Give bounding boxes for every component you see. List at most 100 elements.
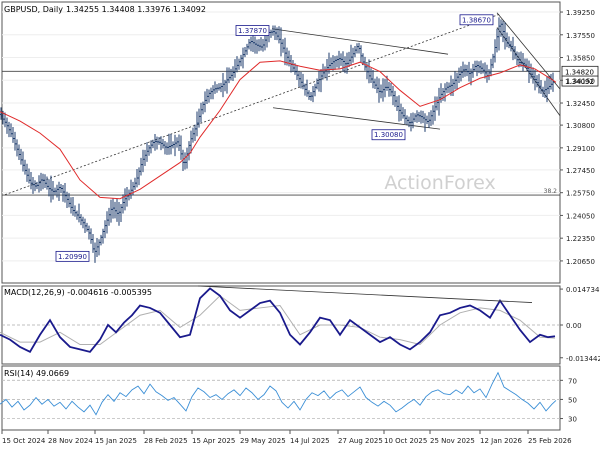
price-bar (142, 149, 144, 173)
price-bar (108, 207, 110, 226)
price-bar (236, 56, 238, 73)
date-tick-label: 28 Nov 2024 (48, 437, 93, 445)
price-bar (48, 179, 50, 197)
price-bar (68, 193, 70, 208)
trendline (272, 107, 441, 130)
price-bar (42, 173, 44, 190)
price-bar (192, 127, 194, 143)
price-bar (496, 28, 498, 53)
price-bar (500, 19, 502, 37)
price-bar (152, 139, 154, 149)
watermark: ActionForex (384, 172, 495, 194)
date-axis: 15 Oct 2024 28 Nov 2024 15 Jan 2025 28 Feb … (1, 430, 572, 445)
price-bar (242, 47, 244, 69)
price-bar (426, 115, 428, 125)
date-tick-label: 12 Jan 2026 (480, 437, 523, 445)
price-tick-label: 1.37550 (566, 32, 595, 40)
price-bar (356, 43, 358, 54)
price-bar (370, 68, 372, 83)
price-bar (130, 179, 132, 199)
price-bar (14, 131, 16, 151)
price-bar (398, 95, 400, 122)
price-bar (502, 20, 504, 43)
price-bar (284, 37, 286, 66)
price-bar (432, 105, 434, 125)
price-bar (448, 82, 450, 93)
price-bar (274, 25, 276, 40)
price-bar (220, 82, 222, 93)
macd-trendline (197, 285, 533, 303)
price-bar (540, 80, 542, 94)
price-bar (164, 141, 166, 155)
price-bar (312, 85, 314, 103)
price-bar (44, 174, 46, 189)
price-bar (248, 38, 250, 50)
price-bar (154, 133, 156, 151)
price-bar (548, 76, 550, 94)
price-bar (190, 130, 192, 154)
price-bar (510, 40, 512, 52)
price-bar (138, 167, 140, 186)
price-tick-label: 1.29100 (566, 145, 595, 153)
price-bar (304, 83, 306, 96)
price-bar (64, 182, 66, 203)
price-bar (28, 168, 30, 184)
price-bar (136, 168, 138, 188)
price-bar (328, 52, 330, 74)
price-bar (518, 52, 520, 68)
price-bar (46, 176, 48, 190)
date-tick-label: 15 Apr 2025 (192, 437, 235, 445)
price-bar (476, 60, 478, 77)
price-bar (160, 136, 162, 151)
price-bar (214, 81, 216, 94)
price-bar (246, 43, 248, 55)
price-bar (228, 67, 230, 84)
price-bar (390, 83, 392, 97)
price-bar (224, 79, 226, 92)
price-bar (106, 211, 108, 234)
price-bar (416, 110, 418, 123)
price-bar (466, 64, 468, 77)
price-bar (172, 141, 174, 149)
date-tick-label: 15 Jan 2025 (95, 437, 137, 445)
price-bar (104, 220, 106, 239)
price-bar (166, 142, 168, 155)
date-tick-label: 15 Oct 2024 (2, 437, 46, 445)
price-bar (244, 46, 246, 58)
price-tick-label: 1.32450 (566, 100, 595, 108)
price-bar (170, 133, 172, 155)
price-bar (276, 27, 278, 41)
price-bar (156, 136, 158, 150)
price-bar (278, 26, 280, 44)
price-bar (330, 57, 332, 70)
price-bar (520, 51, 522, 67)
price-bar (348, 51, 350, 68)
price-bar (464, 64, 466, 77)
price-bar (404, 109, 406, 124)
price-bar (406, 115, 408, 126)
macd-tick-label: 0.00 (566, 322, 582, 330)
price-tick-label: 1.25750 (566, 190, 595, 198)
price-bar (506, 32, 508, 48)
price-bar (400, 103, 402, 121)
rsi-line (0, 371, 557, 416)
price-bar (24, 159, 26, 175)
price-bar (116, 199, 118, 222)
rsi-tick-label: 70 (568, 377, 577, 385)
price-bar (420, 110, 422, 124)
price-bar (162, 138, 164, 149)
price-bar (542, 86, 544, 98)
price-bar (350, 44, 352, 65)
price-bar (20, 148, 22, 165)
price-series (0, 17, 554, 263)
price-bar (378, 78, 380, 103)
price-bar (412, 112, 414, 129)
price-bar (188, 141, 190, 161)
price-bar (54, 187, 56, 195)
price-bar (96, 238, 98, 258)
price-bar (552, 72, 554, 92)
price-bar (222, 73, 224, 98)
price-bar (282, 39, 284, 53)
price-bar (514, 46, 516, 60)
date-tick-label: 10 Oct 2025 (384, 437, 427, 445)
